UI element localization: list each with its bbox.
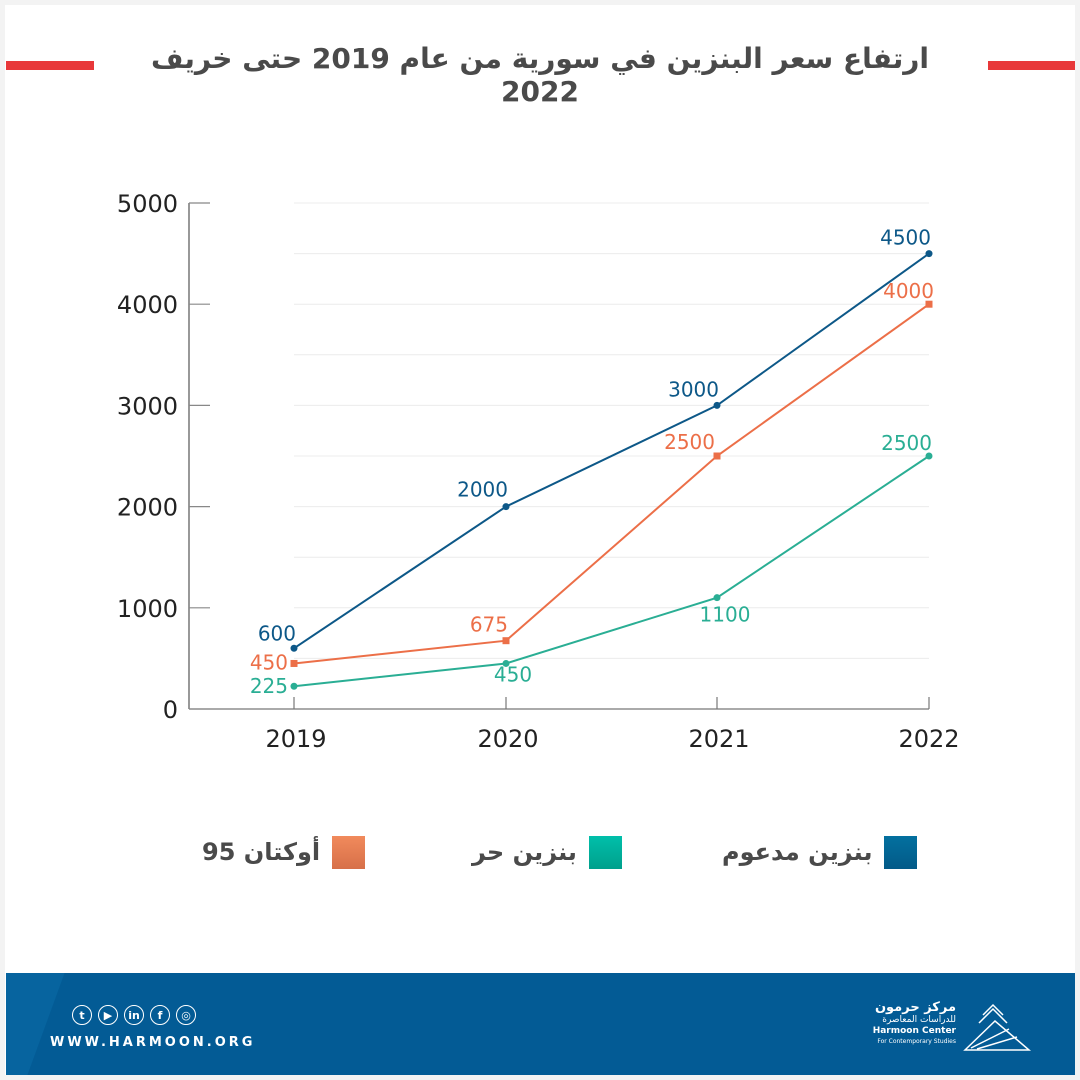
data-label-subsidized: 600 xyxy=(258,621,296,645)
data-label-free: 450 xyxy=(494,662,532,686)
series-markers xyxy=(290,250,933,690)
title-accent-right xyxy=(988,61,1075,70)
legend-swatch-free xyxy=(588,835,622,869)
data-label-octane: 675 xyxy=(470,613,508,637)
legend-label-octane: أوكتان 95 xyxy=(202,838,321,866)
point-marker-subsidized xyxy=(713,401,721,409)
brand-arabic-name: مركز حرمون xyxy=(874,1000,956,1015)
data-label-subsidized: 4500 xyxy=(880,226,931,250)
legend-item-octane: أوكتان 95 xyxy=(202,834,366,870)
axes xyxy=(188,202,930,710)
point-marker-octane xyxy=(502,637,510,645)
footer: t ▶ in f ◎ WWW.HARMOON.ORG مركز حرمون لل… xyxy=(6,973,1075,1075)
x-tick-label: 2019 xyxy=(265,725,326,753)
y-tick-label: 4000 xyxy=(117,291,178,319)
tick-labels: 0 1000 2000 3000 4000 5000 2019 2020 2021 2022 xyxy=(117,190,960,753)
brand-text: مركز حرمون للدراسات المعاصرة Harmoon Cen… xyxy=(866,1001,956,1046)
series-line-octane xyxy=(293,303,930,665)
series-lines xyxy=(293,252,930,688)
y-tick-label: 2000 xyxy=(117,494,178,522)
data-label-free: 1100 xyxy=(700,603,751,627)
brand-english-name: Harmoon Center xyxy=(872,1026,956,1036)
point-marker-octane xyxy=(925,300,933,308)
point-marker-free xyxy=(290,682,298,690)
data-label-subsidized: 3000 xyxy=(668,377,719,401)
facebook-icon[interactable]: f xyxy=(150,1005,170,1025)
brand-english-subtitle: For Contemporary Studies xyxy=(877,1038,956,1045)
x-tick-label: 2022 xyxy=(898,725,959,753)
data-label-free: 225 xyxy=(250,674,288,698)
data-label-octane: 4000 xyxy=(883,279,934,303)
footer-sheen xyxy=(6,973,65,1075)
legend-swatch-subsidized xyxy=(884,835,918,869)
point-marker-free xyxy=(925,452,933,460)
legend-item-free: بنزين حر xyxy=(472,834,622,870)
website-link[interactable]: WWW.HARMOON.ORG xyxy=(50,1035,256,1050)
series-line-free xyxy=(293,455,930,688)
harmoon-logo-icon xyxy=(963,1003,1032,1051)
point-marker-subsidized xyxy=(290,644,298,652)
x-tick-label: 2021 xyxy=(688,725,749,753)
point-marker-free xyxy=(502,659,510,667)
line-chart: 0 1000 2000 3000 4000 5000 2019 2020 2021 2022 60… xyxy=(117,190,960,753)
y-tick-label: 0 xyxy=(163,696,178,724)
data-label-octane: 2500 xyxy=(664,430,715,454)
point-marker-free xyxy=(713,594,721,602)
legend-item-subsidized: بنزين مدعوم xyxy=(722,834,918,870)
brand-arabic-subtitle: للدراسات المعاصرة xyxy=(882,1015,956,1025)
y-tick-label: 5000 xyxy=(117,190,178,218)
series-line-subsidized xyxy=(293,252,930,650)
chart-title: ارتفاع سعر البنزين في سورية من عام 2019 … xyxy=(150,42,929,108)
data-label-free: 2500 xyxy=(881,431,932,455)
data-label-octane: 450 xyxy=(250,650,288,674)
linkedin-icon[interactable]: in xyxy=(124,1005,144,1025)
point-marker-octane xyxy=(290,659,298,667)
data-label-subsidized: 2000 xyxy=(457,478,508,502)
point-marker-subsidized xyxy=(925,250,933,258)
x-tick-label: 2020 xyxy=(477,725,538,753)
gridlines xyxy=(294,202,929,659)
legend-label-free: بنزين حر xyxy=(472,838,577,866)
point-marker-octane xyxy=(713,452,721,460)
y-tick-label: 1000 xyxy=(117,595,178,623)
legend-label-subsidized: بنزين مدعوم xyxy=(722,838,873,866)
twitter-icon[interactable]: t xyxy=(72,1005,92,1025)
youtube-icon[interactable]: ▶ xyxy=(98,1005,118,1025)
legend-swatch-octane xyxy=(332,835,366,869)
y-tick-label: 3000 xyxy=(117,392,178,420)
social-links: t ▶ in f ◎ xyxy=(72,1005,196,1025)
title-accent-left xyxy=(6,61,94,70)
point-marker-subsidized xyxy=(502,503,510,511)
instagram-icon[interactable]: ◎ xyxy=(176,1005,196,1025)
